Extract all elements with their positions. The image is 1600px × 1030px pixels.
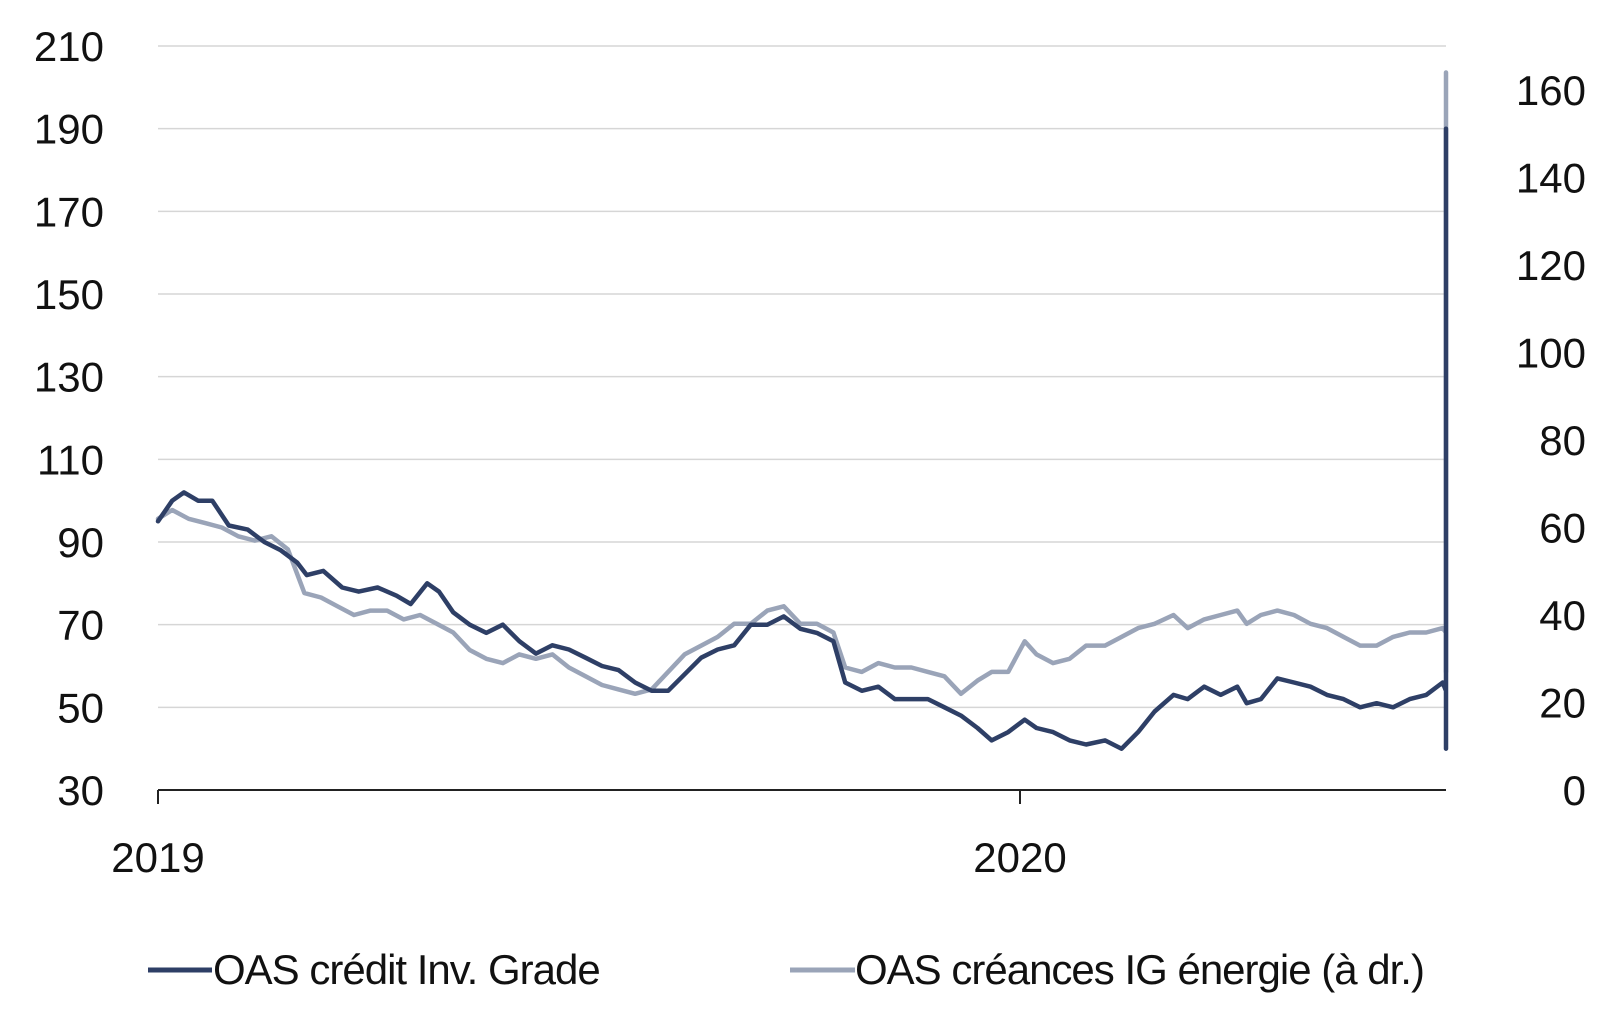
right-axis-tick-labels: 160 140 120 100 80 60 40 20 0 [1516, 67, 1586, 814]
legend-label-ig-credit: OAS crédit Inv. Grade [213, 946, 600, 993]
x-tick-label: 2019 [111, 834, 204, 881]
legend: OAS crédit Inv. Grade OAS créances IG én… [148, 946, 1425, 993]
right-tick-label: 140 [1516, 155, 1586, 202]
left-tick-label: 90 [57, 519, 104, 566]
right-tick-label: 40 [1539, 592, 1586, 639]
left-tick-label: 150 [34, 271, 104, 318]
right-tick-label: 0 [1563, 767, 1586, 814]
right-tick-label: 120 [1516, 242, 1586, 289]
series-lines [155, 70, 1449, 751]
right-tick-label: 160 [1516, 67, 1586, 114]
series-line-ig-credit [155, 126, 1449, 751]
left-tick-label: 70 [57, 602, 104, 649]
legend-item-ig-energy: OAS créances IG énergie (à dr.) [790, 946, 1425, 993]
x-axis-tick-labels: 2019 2020 [111, 834, 1066, 881]
left-tick-label: 50 [57, 684, 104, 731]
left-axis-tick-labels: 210 190 170 150 130 110 90 70 50 30 [34, 23, 104, 814]
left-tick-label: 210 [34, 23, 104, 70]
series-line-ig-energy [155, 70, 1449, 697]
left-tick-label: 30 [57, 767, 104, 814]
legend-item-ig-credit: OAS crédit Inv. Grade [148, 946, 601, 993]
right-tick-label: 80 [1539, 417, 1586, 464]
right-tick-label: 20 [1539, 680, 1586, 727]
legend-label-ig-energy: OAS créances IG énergie (à dr.) [855, 946, 1424, 993]
x-tick-label: 2020 [973, 834, 1066, 881]
left-tick-label: 190 [34, 106, 104, 153]
left-tick-label: 170 [34, 188, 104, 235]
left-tick-label: 130 [34, 354, 104, 401]
right-tick-label: 100 [1516, 330, 1586, 377]
left-tick-label: 110 [37, 436, 104, 483]
axes [157, 789, 1446, 804]
right-tick-label: 60 [1539, 505, 1586, 552]
grid-lines [158, 45, 1446, 709]
